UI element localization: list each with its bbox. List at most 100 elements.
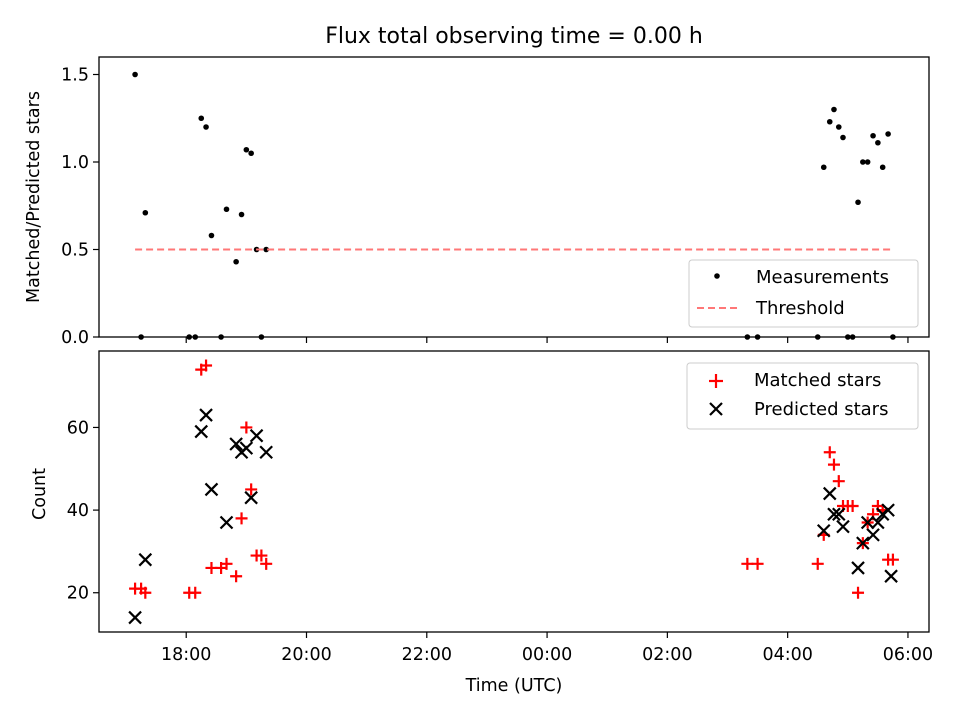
measurement-point (864, 159, 871, 165)
legend-predicted-label: Predicted stars (754, 399, 888, 420)
matched-stars-point (823, 446, 836, 459)
matched-stars-point (852, 586, 865, 599)
predicted-stars-point (138, 552, 153, 567)
legend-predicted-marker (709, 402, 723, 416)
chart-title: Flux total observing time = 0.00 h (325, 24, 703, 49)
measurement-point (820, 164, 827, 171)
matched-stars-point (846, 499, 859, 512)
ratio-legend-box (688, 259, 919, 328)
measurement-point (885, 131, 891, 137)
count-axis-ticks: 20 40 60 18:00 20:00 22:00 00:00 02:00 04:00 06:0… (67, 418, 933, 665)
legend-measurements-label: Measurements (756, 267, 889, 288)
ratio-panel: Matched/Predicted stars 0.0 0.5 1.0 1.5 Mea… (24, 56, 930, 348)
measurement-point (203, 124, 209, 130)
predicted-stars-point (204, 482, 219, 497)
x-tick-label: 06:00 (883, 645, 933, 665)
measurement-point (890, 334, 896, 340)
matched-stars-point (260, 557, 273, 570)
count-legend: Matched stars Predicted stars (686, 362, 919, 430)
predicted-stars-point (856, 536, 870, 550)
measurement-point (870, 132, 876, 139)
measurement-point (754, 334, 761, 340)
predicted-stars-point (816, 523, 831, 538)
predicted-stars-point (229, 437, 243, 451)
x-tick-label: 22:00 (402, 645, 452, 665)
matched-stars-point (827, 458, 840, 471)
predicted-stars-point (219, 515, 234, 530)
predicted-stars-point (822, 486, 837, 501)
measurement-point (208, 232, 215, 239)
predicted-stars-point (866, 528, 880, 542)
count-plot-frame (98, 350, 930, 633)
predicted-stars-point (851, 561, 865, 575)
matched-stars-point (220, 557, 233, 570)
predicted-stars-point (871, 515, 885, 530)
measurement-point (258, 334, 265, 340)
matched-stars-point (139, 586, 152, 599)
measurement-point (845, 334, 851, 340)
predicted-stars-point (259, 445, 273, 460)
measurement-point (875, 139, 881, 146)
predicted-stars-point (244, 490, 258, 505)
x-tick-label: 18:00 (161, 645, 211, 665)
predicted-stars-point (194, 424, 209, 439)
measurement-point (831, 106, 837, 113)
predicted-stars-point (881, 503, 895, 517)
predicted-stars-point (827, 507, 841, 522)
measurement-point (826, 118, 833, 125)
count-panel: Count Time (UTC) 20 40 60 18:00 20:00 22:00 00… (30, 350, 933, 696)
count-y-axis-label: Count (30, 468, 50, 520)
y-tick-label: 1.0 (61, 153, 89, 173)
y-tick-label: 1.5 (61, 66, 89, 86)
matched-stars-point (240, 421, 253, 434)
y-tick-label: 0.0 (61, 328, 89, 348)
measurement-point (860, 159, 866, 165)
count-legend-box (686, 362, 919, 430)
ratio-legend: Measurements Threshold (688, 259, 919, 328)
y-tick-label: 20 (67, 584, 89, 604)
measurement-point (132, 71, 138, 78)
predicted-stars-point (884, 569, 898, 583)
measurement-point (218, 334, 224, 340)
measurement-point (744, 334, 751, 340)
x-tick-label: 02:00 (642, 645, 692, 665)
measurement-point (186, 334, 193, 340)
x-tick-label: 20:00 (281, 645, 331, 665)
measurement-point (840, 134, 846, 141)
y-tick-label: 60 (67, 418, 89, 438)
matched-stars-point (200, 359, 213, 372)
matched-stars-point (811, 557, 824, 570)
matched-stars-point (741, 557, 754, 570)
measurement-point (243, 146, 250, 153)
ratio-marks (132, 71, 896, 340)
measurement-point (248, 150, 254, 157)
x-tick-label: 04:00 (762, 645, 812, 665)
measurement-point (238, 211, 245, 218)
measurement-point (192, 334, 199, 340)
y-tick-label: 0.5 (61, 241, 89, 261)
measurement-point (142, 209, 149, 216)
ratio-axis-ticks: 0.0 0.5 1.0 1.5 (61, 66, 909, 348)
measurement-point (138, 334, 144, 340)
matched-stars-point (189, 586, 202, 599)
predicted-stars-point (832, 507, 846, 522)
y-tick-label: 40 (67, 501, 89, 521)
predicted-stars-point (249, 428, 264, 443)
legend-matched-marker (709, 374, 723, 388)
measurement-point (223, 206, 230, 213)
measurement-point (855, 199, 861, 206)
matched-stars-point (255, 549, 268, 562)
legend-threshold-label: Threshold (755, 298, 845, 319)
legend-matched-label: Matched stars (754, 370, 881, 391)
measurement-point (198, 115, 205, 122)
x-tick-label: 00:00 (522, 645, 572, 665)
matched-stars-point (832, 475, 845, 488)
predicted-stars-point (239, 441, 254, 455)
predicted-stars-point (199, 408, 213, 422)
matched-stars-point (886, 553, 899, 566)
matched-stars-point (230, 570, 243, 583)
ratio-y-axis-label: Matched/Predicted stars (24, 91, 44, 303)
matched-stars-point (245, 483, 258, 496)
ratio-plot-frame (98, 56, 930, 338)
